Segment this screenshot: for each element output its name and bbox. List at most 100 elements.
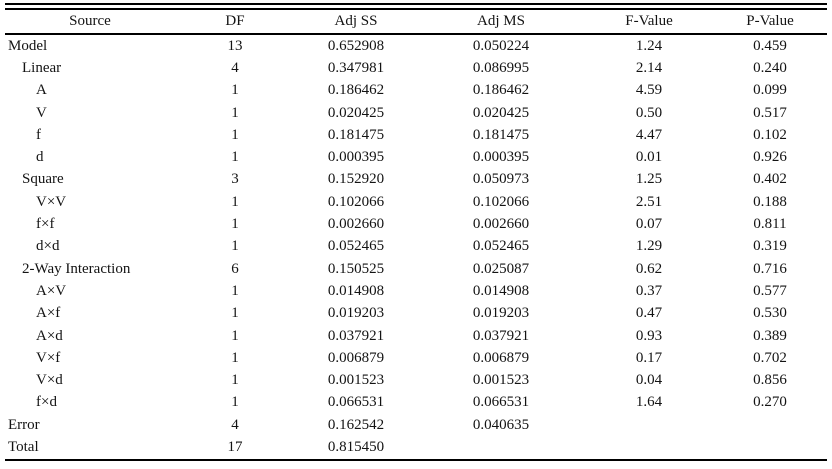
f-value-cell: 0.17 [635,349,663,366]
source-cell: Model [8,37,48,54]
anova-table: Source DF Adj SS Adj MS F-Value P-Value … [5,10,827,459]
table-row: A×f 1 0.019203 0.019203 0.47 0.530 [5,303,827,325]
adj-ms-cell: 0.181475 [472,126,530,143]
f-value-cell: 1.64 [635,394,663,411]
table-row: Linear 4 0.347981 0.086995 2.14 0.240 [5,57,827,79]
header-adj-ss: Adj SS [295,10,417,35]
f-value-cell: 1.25 [635,171,663,188]
adj-ss-cell: 0.152920 [327,171,385,188]
adj-ms-cell: 0.006879 [472,349,530,366]
adj-ss-cell: 0.347981 [327,59,385,76]
adj-ss-cell: 0.815450 [327,438,385,455]
adj-ss-cell: 0.000395 [327,149,385,166]
f-value-cell: 0.62 [635,260,663,277]
df-cell: 4 [231,59,239,76]
table-top-rule [5,3,827,10]
source-cell: A×f [36,305,61,322]
df-cell: 1 [231,305,239,322]
df-cell: 1 [231,394,239,411]
df-cell: 1 [231,238,239,255]
f-value-cell [585,414,713,436]
adj-ms-cell: 0.050224 [472,37,530,54]
adj-ms-cell: 0.014908 [472,282,530,299]
source-cell: d×d [36,238,60,255]
adj-ms-cell: 0.000395 [472,149,530,166]
source-cell: A×d [36,327,63,344]
p-value-cell: 0.240 [753,59,787,76]
p-value-cell: 0.926 [753,149,787,166]
p-value-cell: 0.856 [753,372,787,389]
table-body: Model 13 0.652908 0.050224 1.24 0.459 Linear 4 0… [5,34,827,459]
source-cell: Linear [22,59,62,76]
df-cell: 13 [227,37,243,54]
table-row: d×d 1 0.052465 0.052465 1.29 0.319 [5,236,827,258]
adj-ms-cell [417,436,585,458]
adj-ss-cell: 0.066531 [327,394,385,411]
adj-ss-cell: 0.052465 [327,238,385,255]
adj-ms-cell: 0.102066 [472,193,530,210]
header-df: DF [175,10,295,35]
adj-ms-cell: 0.040635 [472,416,530,433]
adj-ss-cell: 0.002660 [327,216,385,233]
f-value-cell: 2.51 [635,193,663,210]
header-row: Source DF Adj SS Adj MS F-Value P-Value [5,10,827,35]
p-value-cell: 0.577 [753,282,787,299]
adj-ss-cell: 0.181475 [327,126,385,143]
source-cell: V×V [36,193,67,210]
table-row: Square 3 0.152920 0.050973 1.25 0.402 [5,169,827,191]
p-value-cell [713,414,827,436]
f-value-cell: 0.93 [635,327,663,344]
f-value-cell: 4.59 [635,82,663,99]
table-row: Total 17 0.815450 [5,436,827,458]
source-cell: f×f [36,216,55,233]
p-value-cell: 0.702 [753,349,787,366]
source-cell: V×d [36,372,63,389]
source-cell: d [36,149,44,166]
p-value-cell: 0.102 [753,126,787,143]
table-row: 2-Way Interaction 6 0.150525 0.025087 0.62 0.… [5,258,827,280]
table-row: f×d 1 0.066531 0.066531 1.64 0.270 [5,392,827,414]
df-cell: 4 [231,416,239,433]
f-value-cell: 0.01 [635,149,663,166]
adj-ss-cell: 0.102066 [327,193,385,210]
f-value-cell [585,436,713,458]
p-value-cell: 0.530 [753,305,787,322]
df-cell: 6 [231,260,239,277]
p-value-cell: 0.811 [753,216,787,233]
adj-ms-cell: 0.025087 [472,260,530,277]
table-row: V×V 1 0.102066 0.102066 2.51 0.188 [5,191,827,213]
f-value-cell: 0.37 [635,282,663,299]
f-value-cell: 0.50 [635,104,663,121]
adj-ss-cell: 0.001523 [327,372,385,389]
p-value-cell: 0.716 [753,260,787,277]
adj-ms-cell: 0.066531 [472,394,530,411]
df-cell: 3 [231,171,239,188]
header-adj-ms: Adj MS [417,10,585,35]
adj-ms-cell: 0.052465 [472,238,530,255]
table-bottom-rule [5,458,827,461]
p-value-cell [713,436,827,458]
adj-ms-cell: 0.086995 [472,59,530,76]
adj-ss-cell: 0.019203 [327,305,385,322]
df-cell: 1 [231,82,239,99]
df-cell: 1 [231,126,239,143]
source-cell: Square [22,171,64,188]
df-cell: 1 [231,372,239,389]
source-cell: A×V [36,282,67,299]
source-cell: 2-Way Interaction [22,260,131,277]
source-cell: Error [8,416,40,433]
table-row: A 1 0.186462 0.186462 4.59 0.099 [5,80,827,102]
source-cell: Total [8,438,39,455]
f-value-cell: 2.14 [635,59,663,76]
adj-ss-cell: 0.006879 [327,349,385,366]
table-row: f 1 0.181475 0.181475 4.47 0.102 [5,124,827,146]
adj-ms-cell: 0.186462 [472,82,530,99]
f-value-cell: 4.47 [635,126,663,143]
adj-ms-cell: 0.050973 [472,171,530,188]
df-cell: 1 [231,282,239,299]
table-row: A×V 1 0.014908 0.014908 0.37 0.577 [5,280,827,302]
p-value-cell: 0.099 [753,82,787,99]
header-f-value: F-Value [585,10,713,35]
adj-ss-cell: 0.652908 [327,37,385,54]
